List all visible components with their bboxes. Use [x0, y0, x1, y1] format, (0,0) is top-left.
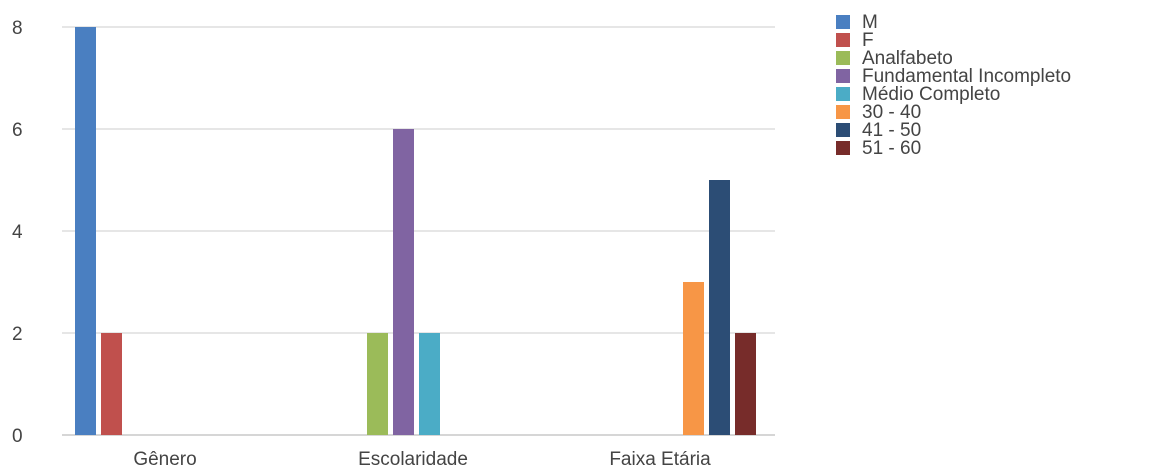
bar-fundamental-incompleto	[393, 129, 414, 435]
y-axis-tick-labels: 0 2 4 6 8	[12, 18, 23, 447]
legend-swatch	[836, 15, 850, 29]
legend-label: F	[862, 30, 874, 51]
legend-item: 30 - 40	[836, 102, 921, 123]
bar-30-40	[683, 282, 704, 435]
gridlines	[62, 26, 775, 436]
bar-m	[75, 27, 96, 435]
x-axis-category-labels: Gênero Escolaridade Faixa Etária	[133, 449, 711, 467]
legend-item: F	[836, 30, 874, 51]
bar-51-60	[735, 333, 756, 435]
legend-item: 51 - 60	[836, 138, 921, 159]
legend-label: M	[862, 12, 878, 33]
legend-swatch	[836, 141, 850, 155]
y-tick-label: 4	[12, 222, 23, 243]
legend-swatch	[836, 69, 850, 83]
legend-item: Fundamental Incompleto	[836, 66, 1071, 87]
legend-label: Fundamental Incompleto	[862, 66, 1071, 87]
legend-label: Médio Completo	[862, 84, 1000, 105]
legend-label: Analfabeto	[862, 48, 953, 69]
x-category-label: Gênero	[133, 449, 196, 467]
y-tick-label: 2	[12, 324, 23, 345]
y-tick-label: 0	[12, 426, 23, 447]
legend-label: 41 - 50	[862, 120, 921, 141]
legend-swatch	[836, 51, 850, 65]
x-category-label: Escolaridade	[358, 449, 468, 467]
legend-item: Médio Completo	[836, 84, 1000, 105]
bar-analfabeto	[367, 333, 388, 435]
y-tick-label: 8	[12, 18, 23, 39]
legend-swatch	[836, 123, 850, 137]
legend-item: 41 - 50	[836, 120, 921, 141]
bars	[75, 27, 756, 435]
legend-label: 51 - 60	[862, 138, 921, 159]
legend-swatch	[836, 33, 850, 47]
legend-item: Analfabeto	[836, 48, 953, 69]
legend-swatch	[836, 105, 850, 119]
bar-41-50	[709, 180, 730, 435]
y-tick-label: 6	[12, 120, 23, 141]
legend-label: 30 - 40	[862, 102, 921, 123]
x-category-label: Faixa Etária	[609, 449, 711, 467]
bar-m-dio-completo	[419, 333, 440, 435]
legend-item: M	[836, 12, 878, 33]
bar-f	[101, 333, 122, 435]
legend-swatch	[836, 87, 850, 101]
